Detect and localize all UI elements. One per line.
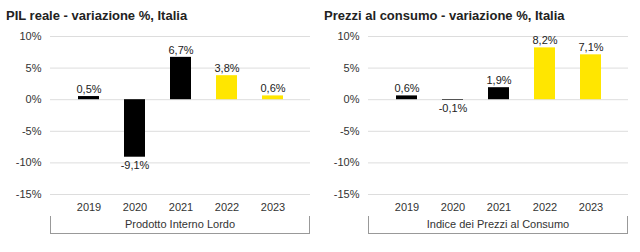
svg-text:6,7%: 6,7%	[168, 44, 193, 56]
svg-text:8,2%: 8,2%	[532, 34, 557, 46]
svg-text:-15%: -15%	[334, 188, 360, 200]
svg-text:0,6%: 0,6%	[394, 82, 419, 94]
svg-text:2023: 2023	[579, 201, 603, 213]
svg-text:-10%: -10%	[334, 156, 360, 168]
html-text:Prezzi al consumo - variazione: Prezzi al consumo - variazione %, Italia	[324, 8, 565, 23]
svg-text:-15%: -15%	[16, 188, 42, 200]
svg-text:2020: 2020	[441, 201, 465, 213]
html-text:Indice dei Prezzi al Consumo: Indice dei Prezzi al Consumo	[426, 218, 570, 230]
svg-text:5%: 5%	[344, 62, 360, 74]
svg-text:2021: 2021	[169, 201, 193, 213]
svg-text:2019: 2019	[395, 201, 419, 213]
html-text:Prodotto Interno Lordo: Prodotto Interno Lordo	[125, 218, 235, 230]
svg-text:2021: 2021	[487, 201, 511, 213]
svg-text:-5%: -5%	[22, 125, 42, 137]
svg-text:-5%: -5%	[340, 125, 360, 137]
svg-text:-9,1%: -9,1%	[121, 159, 150, 171]
svg-text:0%: 0%	[26, 93, 42, 105]
html-text:PIL reale - variazione %, Ital: PIL reale - variazione %, Italia	[6, 8, 188, 23]
svg-text:7,1%: 7,1%	[578, 41, 603, 53]
svg-text:2023: 2023	[261, 201, 285, 213]
svg-text:-10%: -10%	[16, 156, 42, 168]
svg-text:2020: 2020	[123, 201, 147, 213]
svg-text:2019: 2019	[77, 201, 101, 213]
svg-text:0,5%: 0,5%	[76, 83, 101, 95]
svg-text:10%: 10%	[337, 30, 359, 42]
svg-text:2022: 2022	[215, 201, 239, 213]
svg-text:1,9%: 1,9%	[486, 74, 511, 86]
svg-text:10%: 10%	[19, 30, 41, 42]
svg-text:2022: 2022	[533, 201, 557, 213]
svg-text:0%: 0%	[344, 93, 360, 105]
svg-text:5%: 5%	[26, 62, 42, 74]
svg-text:3,8%: 3,8%	[214, 62, 239, 74]
svg-text:0,6%: 0,6%	[260, 82, 285, 94]
svg-text:-0,1%: -0,1%	[439, 102, 468, 114]
